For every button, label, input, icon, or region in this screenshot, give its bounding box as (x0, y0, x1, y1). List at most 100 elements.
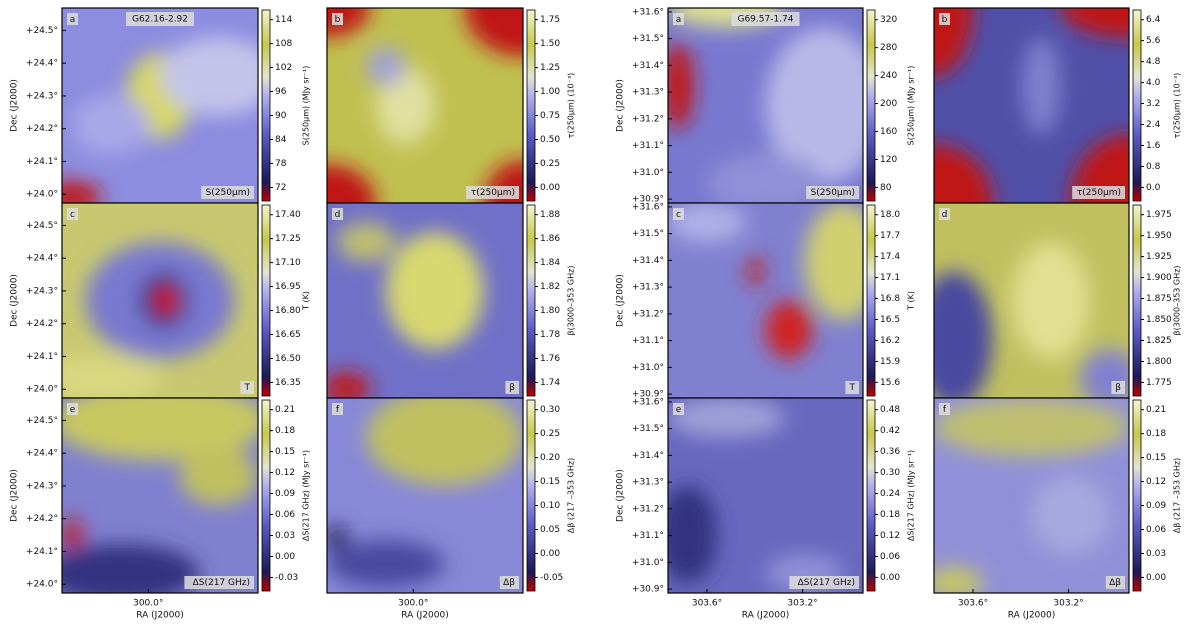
panel-label: β (1115, 383, 1121, 393)
x-tick-label: 303.2° (787, 599, 817, 609)
colorbar-tick-label: 0.12 (275, 468, 295, 478)
colorbar-tick-label: 0.48 (880, 405, 900, 415)
y-tick-label: +31.6° (632, 7, 664, 17)
map-blob (804, 203, 863, 320)
panel-label-box (201, 186, 254, 199)
y-tick-label: +31.5° (632, 229, 664, 239)
map-blob (336, 222, 396, 262)
colorbar-tick-label: 120 (880, 155, 897, 165)
field-name: G62.16-2.92 (132, 15, 188, 25)
colorbar-tick-label: 102 (275, 63, 292, 73)
map-blob (1031, 476, 1110, 554)
panel-letter: c (676, 210, 681, 220)
map-image (668, 203, 863, 398)
map-structure (62, 398, 258, 593)
colorbar-tick-label: 0.21 (275, 405, 295, 415)
map-blob (934, 8, 973, 77)
y-tick-label: +31.2° (632, 309, 664, 319)
colorbar (526, 9, 536, 202)
map-blob (668, 398, 785, 437)
colorbar-tick-label: 0.03 (1146, 549, 1166, 559)
map-blob (62, 544, 200, 593)
colorbar-tick-label: 0.30 (880, 468, 900, 478)
y-axis-label: Dec (J2000) (616, 469, 626, 522)
colorbar-tick-label: 1.88 (540, 210, 560, 220)
colorbar-tick-label: 15.6 (880, 378, 900, 388)
map-blob (464, 8, 523, 57)
x-tick-label: 300.0° (398, 599, 428, 609)
colorbar (261, 9, 271, 202)
field-name: G69.57-1.74 (737, 15, 793, 25)
map-blob (327, 540, 445, 588)
colorbar-label: Δβ (217 –353 GHz) (567, 458, 576, 533)
colorbar-label: β(3000–353 GHz) (1173, 266, 1182, 336)
field-name-box (126, 12, 194, 26)
map-image (327, 8, 523, 203)
map-blob (668, 203, 746, 242)
colorbar-tick-label: 17.1 (880, 273, 900, 283)
panel-letter: d (942, 210, 948, 220)
colorbar-tick-label: 16.5 (880, 315, 900, 325)
colorbar-label: ΔS(217 GHz) (MJy sr⁻¹) (907, 450, 916, 541)
y-tick-label: +24.0° (26, 190, 58, 200)
colorbar-tick-label: 1.950 (1146, 231, 1172, 241)
colorbar-tick-label: 160 (880, 127, 897, 137)
colorbar-tick-label: 0.12 (880, 531, 900, 541)
panel-label-box (806, 186, 859, 199)
x-tick-label: 300.0° (133, 599, 163, 609)
colorbar-tick-label: 0.03 (275, 531, 295, 541)
panel-letter-box (67, 13, 78, 25)
y-tick-label: +24.4° (26, 254, 58, 264)
panel-letter: c (70, 210, 75, 220)
colorbar-tick-label: 1.84 (540, 258, 560, 268)
colorbar (526, 399, 536, 592)
map-blob (366, 398, 523, 486)
x-tick-label: 303.6° (958, 599, 988, 609)
map-structure (934, 242, 1129, 398)
colorbar-tick-label: 0.20 (540, 453, 560, 463)
panel-letter: f (943, 405, 947, 415)
x-axis-label: RA (J2000) (401, 611, 449, 621)
map-blob (1060, 8, 1129, 38)
panel-label: τ(250μm) (1077, 188, 1121, 198)
y-tick-label: +24.3° (26, 481, 58, 491)
y-tick-label: +31.3° (632, 478, 664, 488)
panel-letter: e (676, 405, 682, 415)
map-image (62, 398, 258, 593)
colorbar-tick-label: 0.18 (1146, 429, 1166, 439)
colorbar-tick-label: 17.4 (880, 252, 900, 262)
map-blob (765, 300, 813, 359)
colorbar-tick-label: 0.10 (540, 501, 560, 511)
map-structure (668, 398, 844, 593)
colorbar-tick-label: 16.2 (880, 336, 900, 346)
colorbar-tick-label: 280 (880, 43, 897, 53)
colorbar-tick-label: 1.900 (1146, 273, 1172, 283)
y-tick-label: +31.4° (632, 451, 664, 461)
colorbar-tick-label: 17.10 (275, 258, 301, 268)
colorbar-tick-label: 0.21 (1146, 405, 1166, 415)
y-tick-label: +31.1° (632, 336, 664, 346)
y-axis-label: Dec (J2000) (10, 469, 20, 522)
colorbar-tick-label: 1.800 (1146, 357, 1172, 367)
map-blob (154, 284, 178, 317)
y-tick-label: +24.1° (26, 352, 58, 362)
colorbar-tick-label: 0.25 (540, 159, 560, 169)
map-blob (934, 398, 1129, 457)
y-tick-label: +31.1° (632, 141, 664, 151)
colorbar-tick-label: 16.80 (275, 306, 301, 316)
colorbar-tick-label: 1.80 (540, 306, 560, 316)
colorbar-tick-label: 1.6 (1146, 141, 1161, 151)
colorbar-tick-label: 16.50 (275, 354, 301, 364)
colorbar-label: T (K) (907, 291, 916, 311)
y-tick-label: +24.2° (26, 124, 58, 134)
colorbar-tick-label: 240 (880, 71, 897, 81)
colorbar (866, 399, 876, 592)
colorbar-tick-label: 0.30 (540, 405, 560, 415)
colorbar-label: τ(250μm) (10⁻³) (1173, 73, 1182, 139)
colorbar-tick-label: 16.35 (275, 378, 301, 388)
panel-letter: a (676, 15, 682, 25)
colorbar-tick-label: 1.25 (540, 63, 560, 73)
panel-label-box (1105, 576, 1125, 589)
map-blob (327, 526, 347, 551)
colorbar (1132, 399, 1142, 592)
